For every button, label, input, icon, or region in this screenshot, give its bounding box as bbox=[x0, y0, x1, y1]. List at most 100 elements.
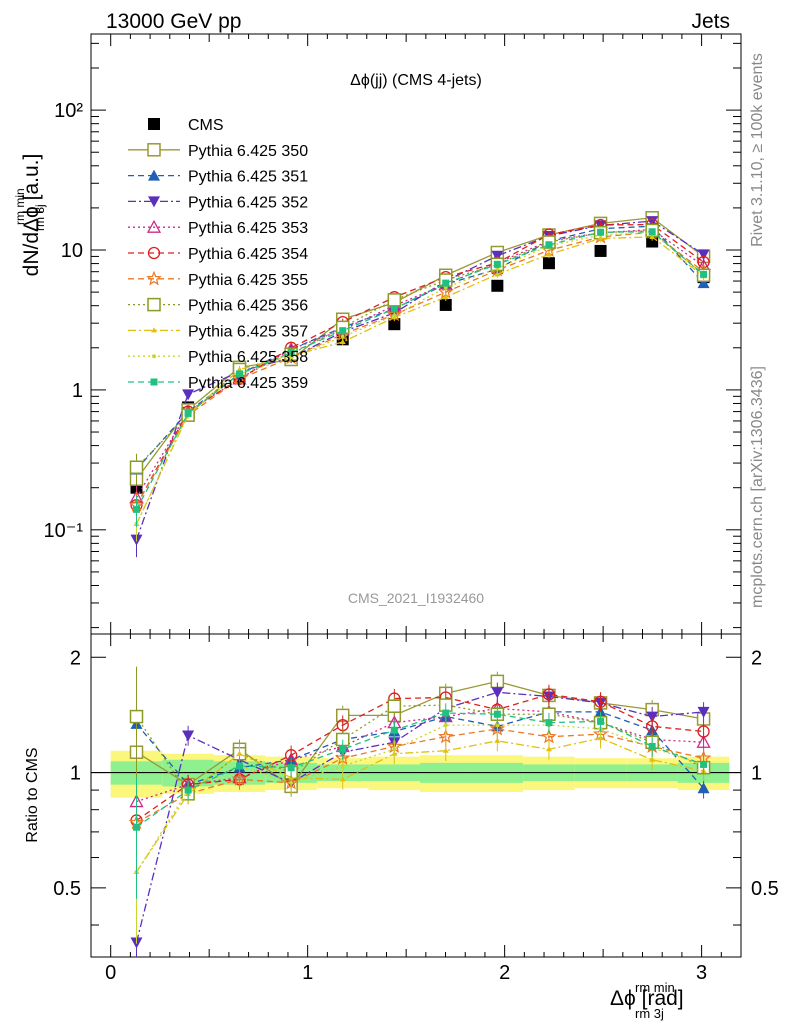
legend-entry: Pythia 6.425 358 bbox=[128, 349, 308, 366]
ratio-y-tick-label-right: 2 bbox=[751, 647, 762, 669]
main-panel: Δϕ(jj) (CMS 4-jets) dN/dΔϕ [a.u.] rm min… bbox=[13, 33, 742, 635]
legend-marker bbox=[146, 219, 162, 233]
series-line bbox=[135, 231, 704, 506]
legend-marker bbox=[147, 143, 161, 157]
ratio-series-line bbox=[136, 712, 704, 828]
ratio-point bbox=[289, 780, 294, 785]
series-line bbox=[135, 236, 704, 525]
legend-marker bbox=[150, 378, 158, 386]
ratio-y-tick-label: 0.5 bbox=[53, 878, 81, 900]
ratio-point bbox=[387, 699, 402, 713]
main-y-tick-label: 1 bbox=[72, 380, 83, 402]
ratio-point bbox=[236, 762, 244, 770]
main-y-tick-label: 10⁻¹ bbox=[44, 520, 84, 542]
data-point bbox=[442, 294, 449, 300]
legend-marker bbox=[148, 169, 160, 181]
legend-entry: Pythia 6.425 355 bbox=[128, 270, 308, 289]
series-line bbox=[135, 217, 704, 480]
ratio-series-line bbox=[135, 704, 704, 795]
svg-text:rm 3j: rm 3j bbox=[635, 1006, 664, 1021]
ratio-series-line bbox=[136, 728, 704, 824]
main-y-axis-label: dN/dΔϕ [a.u.] rm min rm 3j bbox=[13, 154, 47, 277]
ratio-point bbox=[236, 750, 243, 756]
ratio-point bbox=[182, 730, 195, 742]
data-point bbox=[597, 228, 605, 236]
svg-text:rm 3j: rm 3j bbox=[33, 204, 47, 231]
ratio-point bbox=[542, 688, 556, 701]
ratio-series-line bbox=[135, 724, 704, 873]
data-point bbox=[545, 251, 552, 257]
series-pythia-6-425-359 bbox=[133, 228, 708, 527]
svg-text:rm min: rm min bbox=[13, 188, 27, 225]
legend-label: Pythia 6.425 351 bbox=[188, 169, 308, 186]
data-point bbox=[129, 460, 144, 475]
ratio-point bbox=[340, 764, 345, 769]
legend-entry: CMS bbox=[148, 117, 224, 134]
legend-entry: Pythia 6.425 357 bbox=[128, 323, 308, 340]
x-tick-label: 2 bbox=[499, 962, 510, 984]
ratio-point bbox=[597, 717, 605, 725]
legend-entry: Pythia 6.425 350 bbox=[128, 143, 308, 160]
data-point bbox=[442, 279, 450, 287]
ratio-point bbox=[390, 726, 398, 734]
ratio-y-tick-label-right: 1 bbox=[751, 763, 762, 785]
x-tick-label: 3 bbox=[696, 962, 707, 984]
data-point bbox=[545, 241, 553, 249]
series-line bbox=[135, 223, 704, 506]
ratio-point bbox=[339, 776, 346, 782]
data-point bbox=[133, 505, 140, 513]
data-point bbox=[542, 257, 555, 270]
legend-label: Pythia 6.425 358 bbox=[188, 349, 308, 366]
group-label: Jets bbox=[691, 10, 730, 33]
data-point bbox=[182, 389, 195, 401]
ratio-point bbox=[696, 734, 711, 748]
ratio-point bbox=[697, 725, 710, 738]
data-point bbox=[439, 298, 452, 311]
main-y-tick-label: 10 bbox=[61, 240, 83, 262]
legend-label: Pythia 6.425 353 bbox=[188, 220, 308, 237]
ratio-point bbox=[649, 756, 656, 762]
ratio-series-pythia-6-425-358 bbox=[134, 715, 706, 944]
data-point bbox=[392, 313, 397, 318]
ratio-series-line bbox=[136, 707, 704, 803]
legend-entry: Pythia 6.425 353 bbox=[128, 219, 308, 237]
ratio-series-line bbox=[135, 691, 704, 943]
legend-marker bbox=[148, 196, 160, 208]
legend-label: Pythia 6.425 352 bbox=[188, 194, 308, 211]
ratio-point bbox=[541, 728, 557, 744]
data-point bbox=[236, 370, 244, 378]
ratio-point bbox=[646, 720, 659, 733]
ratio-y-axis-label: Ratio to CMS bbox=[24, 747, 41, 842]
data-point bbox=[289, 355, 294, 360]
ratio-y-tick-label: 1 bbox=[70, 763, 81, 785]
y-axis-label-super: rm min bbox=[13, 188, 27, 225]
legend-label: Pythia 6.425 350 bbox=[188, 143, 308, 160]
ratio-point bbox=[133, 823, 140, 831]
legend-entry: Pythia 6.425 354 bbox=[128, 246, 308, 263]
legend-label: Pythia 6.425 357 bbox=[188, 323, 308, 340]
legend-label: Pythia 6.425 355 bbox=[188, 272, 308, 289]
legend-label: Pythia 6.425 354 bbox=[188, 246, 308, 263]
svg-text:rm min: rm min bbox=[635, 980, 675, 995]
legend-entry: Pythia 6.425 351 bbox=[128, 169, 308, 186]
ratio-point bbox=[494, 737, 501, 743]
ratio-point bbox=[184, 786, 192, 794]
x-tick-label: 1 bbox=[302, 962, 313, 984]
analysis-id-label: CMS_2021_I1932460 bbox=[348, 590, 484, 606]
ratio-point bbox=[491, 687, 504, 699]
ratio-point bbox=[493, 710, 501, 718]
ratio-point bbox=[339, 745, 347, 753]
svg-text:dN/dΔϕ [a.u.]: dN/dΔϕ [a.u.] bbox=[20, 154, 43, 277]
ratio-y-tick-label: 2 bbox=[70, 647, 81, 669]
ratio-point bbox=[700, 760, 708, 768]
ratio-panel: Ratio to CMS 0 1 2 3 0.5 0.5 1 1 2 2 bbox=[24, 633, 779, 984]
y-axis-label-main: dN/dΔϕ [a.u.] bbox=[20, 154, 43, 277]
main-y-tick-label: 10² bbox=[54, 100, 83, 122]
ratio-series-pythia-6-425-355 bbox=[128, 719, 712, 895]
side-label-site: mcplots.cern.ch [arXiv:1306.3436] bbox=[749, 366, 766, 608]
data-point bbox=[493, 260, 501, 268]
legend-label: Pythia 6.425 356 bbox=[188, 298, 308, 315]
ratio-point bbox=[495, 723, 500, 728]
legend-marker bbox=[152, 354, 156, 359]
